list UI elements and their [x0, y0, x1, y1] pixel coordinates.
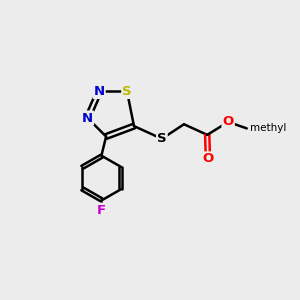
- Text: O: O: [223, 116, 234, 128]
- Text: F: F: [97, 204, 106, 217]
- Text: S: S: [157, 132, 167, 145]
- Text: N: N: [82, 112, 93, 124]
- Text: N: N: [94, 85, 105, 98]
- Text: O: O: [202, 152, 214, 165]
- Text: methyl: methyl: [250, 123, 286, 134]
- Text: S: S: [122, 85, 132, 98]
